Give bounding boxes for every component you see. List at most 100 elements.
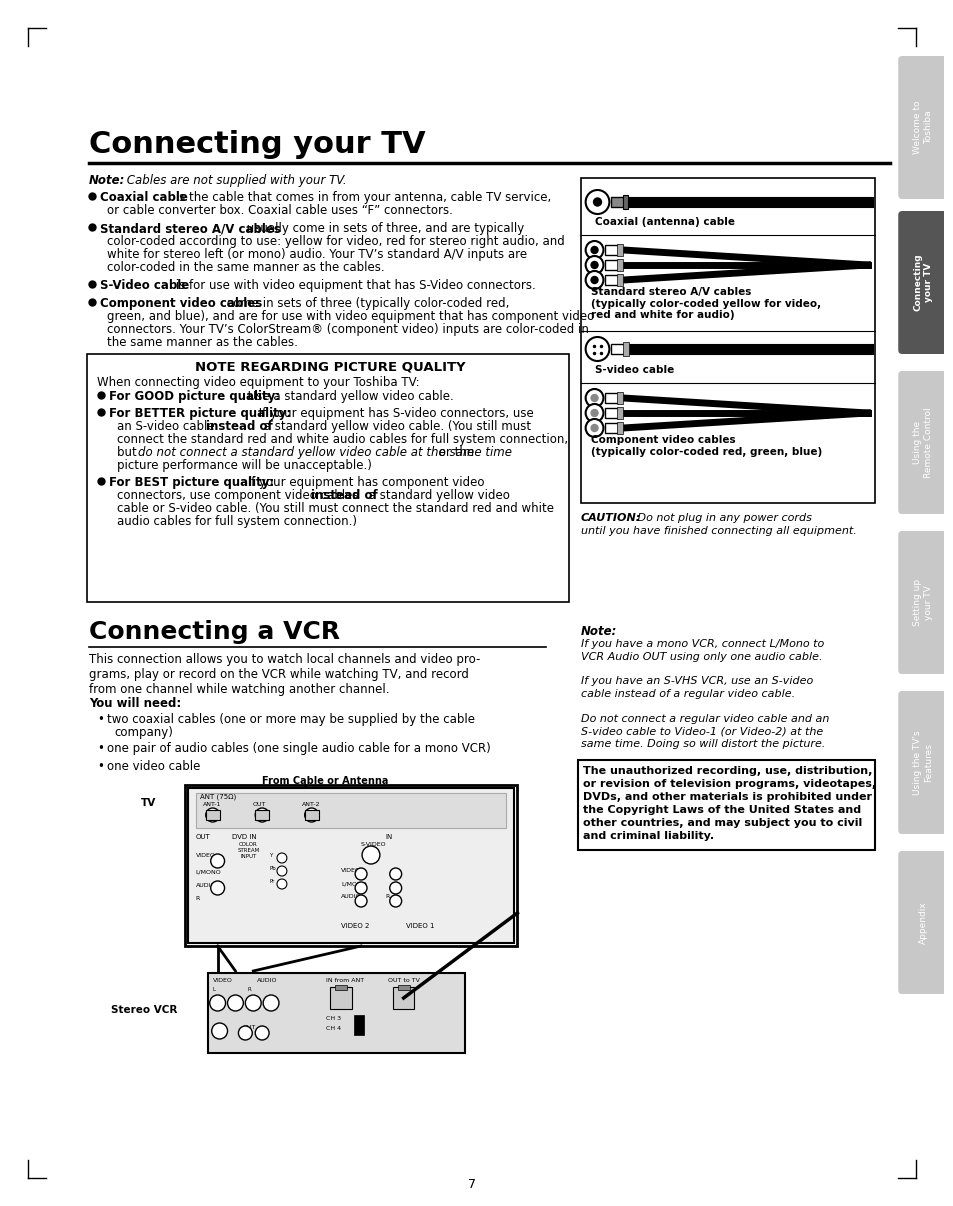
- Circle shape: [585, 404, 603, 422]
- Text: If you have a mono VCR, connect L/Mono to: If you have a mono VCR, connect L/Mono t…: [580, 639, 823, 649]
- Circle shape: [591, 410, 598, 416]
- Bar: [617, 392, 622, 404]
- Text: S-video cable: S-video cable: [594, 365, 673, 375]
- Text: Do not plug in any power cords: Do not plug in any power cords: [634, 513, 811, 523]
- Text: OUT to TV: OUT to TV: [387, 978, 419, 983]
- Text: Use a standard yellow video cable.: Use a standard yellow video cable.: [244, 390, 454, 403]
- Text: a standard yellow video: a standard yellow video: [365, 488, 509, 502]
- FancyBboxPatch shape: [898, 211, 946, 355]
- Circle shape: [211, 854, 224, 868]
- Text: instead of: instead of: [206, 420, 273, 433]
- Text: color-coded in the same manner as the cables.: color-coded in the same manner as the ca…: [107, 260, 384, 274]
- Text: L/MONO: L/MONO: [195, 870, 221, 876]
- Text: Pr: Pr: [269, 879, 274, 884]
- Bar: [185, 785, 517, 946]
- Circle shape: [591, 262, 598, 269]
- Text: AUDIO: AUDIO: [341, 894, 361, 898]
- Circle shape: [585, 271, 603, 289]
- Text: DVDs, and other materials is prohibited under: DVDs, and other materials is prohibited …: [582, 792, 871, 802]
- Circle shape: [276, 853, 287, 863]
- Text: IN from ANT: IN from ANT: [326, 978, 364, 983]
- Text: L/MONO: L/MONO: [341, 882, 367, 886]
- Circle shape: [591, 246, 598, 253]
- Text: NOTE REGARDING PICTURE QUALITY: NOTE REGARDING PICTURE QUALITY: [194, 361, 465, 374]
- Circle shape: [585, 336, 609, 361]
- Circle shape: [255, 808, 269, 822]
- Text: Standard stereo A/V cables
(typically color-coded yellow for video,
red and whit: Standard stereo A/V cables (typically co…: [590, 287, 820, 321]
- Text: cable instead of a regular video cable.: cable instead of a regular video cable.: [580, 689, 794, 699]
- Text: color-coded according to use: yellow for video, red for stereo right audio, and: color-coded according to use: yellow for…: [107, 235, 564, 248]
- Circle shape: [585, 390, 603, 406]
- Text: VCR Audio OUT using only one audio cable.: VCR Audio OUT using only one audio cable…: [580, 651, 821, 662]
- Text: S-video cable to Video-1 (or Video-2) at the: S-video cable to Video-1 (or Video-2) at…: [580, 726, 822, 737]
- Text: a standard yellow video cable. (You still must: a standard yellow video cable. (You stil…: [260, 420, 531, 433]
- Text: Component video cables: Component video cables: [100, 297, 262, 310]
- Text: When connecting video equipment to your Toshiba TV:: When connecting video equipment to your …: [97, 376, 419, 390]
- FancyBboxPatch shape: [898, 531, 946, 674]
- Bar: [335, 985, 347, 990]
- Bar: [605, 245, 618, 254]
- Bar: [393, 987, 414, 1009]
- Circle shape: [591, 276, 598, 283]
- Bar: [330, 987, 352, 1009]
- Bar: [617, 259, 622, 271]
- Text: COLOR
STREAM
INPUT: COLOR STREAM INPUT: [237, 842, 259, 859]
- Text: VIDEO: VIDEO: [341, 868, 361, 873]
- Text: is for use with video equipment that has S-Video connectors.: is for use with video equipment that has…: [172, 279, 536, 292]
- Text: CH 3: CH 3: [326, 1015, 341, 1021]
- Bar: [304, 810, 318, 820]
- FancyBboxPatch shape: [898, 691, 946, 835]
- Text: VIDEO 2: VIDEO 2: [341, 923, 369, 929]
- Circle shape: [210, 995, 225, 1011]
- Text: or the: or the: [435, 446, 474, 459]
- Circle shape: [591, 394, 598, 402]
- Circle shape: [362, 845, 379, 863]
- Bar: [622, 343, 629, 356]
- Bar: [611, 197, 624, 207]
- Text: cable or S-video cable. (You still must connect the standard red and white: cable or S-video cable. (You still must …: [116, 502, 553, 515]
- Bar: [580, 178, 875, 503]
- Bar: [617, 274, 622, 286]
- Text: but: but: [116, 446, 140, 459]
- Text: Pb: Pb: [269, 866, 275, 871]
- Text: •: •: [97, 760, 104, 773]
- Text: DVD IN: DVD IN: [233, 835, 256, 841]
- Text: Note:: Note:: [89, 174, 125, 187]
- Text: Component video cables
(typically color-coded red, green, blue): Component video cables (typically color-…: [590, 435, 821, 457]
- Text: the same manner as the cables.: the same manner as the cables.: [107, 336, 297, 349]
- Bar: [617, 406, 622, 418]
- Text: OUT: OUT: [252, 802, 265, 807]
- Text: or cable converter box. Coaxial cable uses “F” connectors.: or cable converter box. Coaxial cable us…: [107, 204, 453, 217]
- Text: OUT: OUT: [195, 835, 211, 841]
- Circle shape: [593, 198, 600, 206]
- Text: Using the
Remote Control: Using the Remote Control: [912, 408, 932, 478]
- Text: VIDEO 1: VIDEO 1: [405, 923, 434, 929]
- Text: Connecting your TV: Connecting your TV: [89, 130, 425, 159]
- Text: VIDEO: VIDEO: [195, 853, 215, 857]
- Text: Coaxial cable: Coaxial cable: [100, 191, 188, 204]
- Circle shape: [245, 995, 261, 1011]
- Circle shape: [355, 895, 367, 907]
- Text: come in sets of three (typically color-coded red,: come in sets of three (typically color-c…: [222, 297, 508, 310]
- Circle shape: [212, 1023, 227, 1040]
- Circle shape: [355, 882, 367, 894]
- Text: instead of: instead of: [311, 488, 377, 502]
- Text: Note:: Note:: [580, 625, 617, 638]
- Circle shape: [585, 256, 603, 274]
- Circle shape: [276, 866, 287, 876]
- Text: L: L: [213, 987, 215, 993]
- Text: connect the standard red and white audio cables for full system connection,: connect the standard red and white audio…: [116, 433, 567, 446]
- Text: Stereo VCR: Stereo VCR: [111, 1005, 177, 1015]
- Text: Setting up
your TV: Setting up your TV: [912, 579, 932, 626]
- Text: This connection allows you to watch local channels and video pro-
grams, play or: This connection allows you to watch loca…: [89, 652, 480, 696]
- Text: an S-video cable: an S-video cable: [116, 420, 218, 433]
- Bar: [208, 973, 464, 1053]
- Text: picture performance will be unacceptable.): picture performance will be unacceptable…: [116, 459, 372, 472]
- Text: connectors. Your TV’s ColorStream® (component video) inputs are color-coded in: connectors. Your TV’s ColorStream® (comp…: [107, 323, 588, 336]
- Circle shape: [585, 241, 603, 259]
- Text: usually come in sets of three, and are typically: usually come in sets of three, and are t…: [243, 222, 524, 235]
- Bar: [255, 810, 269, 820]
- Text: ANT (75Ω): ANT (75Ω): [199, 794, 235, 801]
- Circle shape: [390, 868, 401, 880]
- Text: Standard stereo A/V cables: Standard stereo A/V cables: [100, 222, 280, 235]
